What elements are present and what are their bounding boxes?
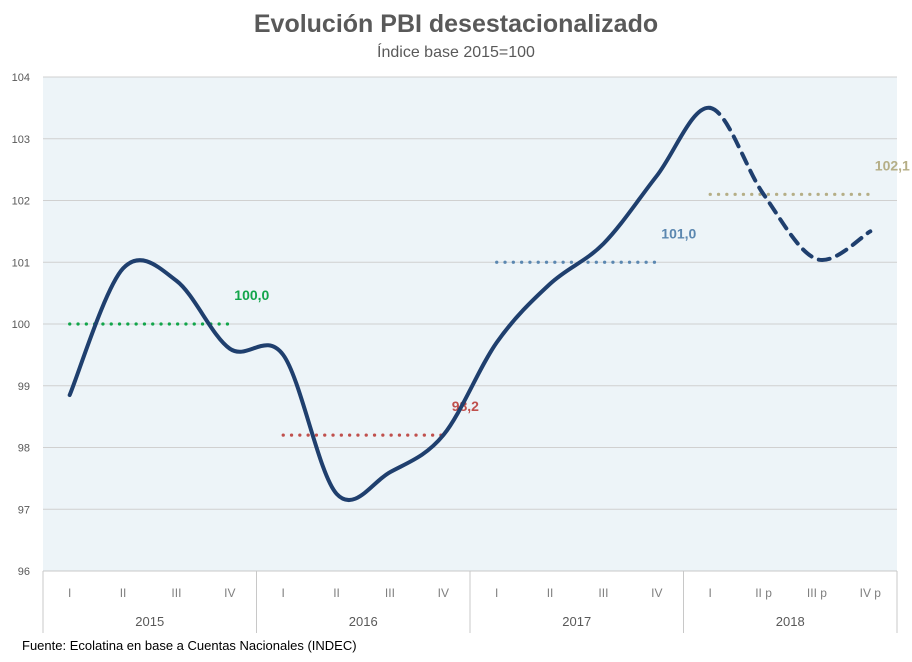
x-tick-label: III <box>385 586 395 600</box>
source-note: Fuente: Ecolatina en base a Cuentas Naci… <box>22 638 357 653</box>
average-label-2015: 100,0 <box>234 287 269 303</box>
chart-title: Evolución PBI desestacionalizado <box>253 10 659 38</box>
x-tick-label: III <box>171 586 181 600</box>
y-tick-label: 96 <box>18 566 30 578</box>
x-tick-label: I <box>282 586 285 600</box>
x-tick-label: IV p <box>860 586 882 600</box>
series-lines <box>67 105 873 503</box>
average-label-2017: 101,0 <box>661 225 696 241</box>
y-tick-label: 99 <box>18 381 30 393</box>
x-tick-label: I <box>495 586 498 600</box>
x-tick-label: II <box>547 586 554 600</box>
x-year-label: 2016 <box>349 614 378 629</box>
x-year-label: 2015 <box>135 614 164 629</box>
x-tick-label: II <box>333 586 340 600</box>
y-axis: 96 97 98 99 100 101 102 103 104 <box>12 72 30 578</box>
y-tick-label: 100 <box>12 319 30 331</box>
x-tick-label: I <box>68 586 71 600</box>
y-tick-label: 103 <box>12 134 30 146</box>
x-tick-label: III <box>598 586 608 600</box>
x-tick-label: III p <box>807 586 827 600</box>
x-tick-label: II <box>120 586 127 600</box>
average-label-2018: 102,1 <box>875 157 910 173</box>
gridlines <box>43 76 897 510</box>
x-tick-label: IV <box>651 586 662 600</box>
y-tick-label: 98 <box>18 443 30 455</box>
x-year-label: 2017 <box>562 614 591 629</box>
y-tick-label: 101 <box>12 257 30 269</box>
x-tick-label: I <box>709 586 712 600</box>
x-year-label: 2018 <box>776 614 805 629</box>
x-tick-label: II p <box>755 586 772 600</box>
y-tick-label: 104 <box>12 72 30 84</box>
x-tick-label: IV <box>438 586 449 600</box>
chart-subtitle: Índice base 2015=100 <box>377 44 535 61</box>
y-tick-label: 97 <box>18 504 30 516</box>
y-tick-label: 102 <box>12 196 30 208</box>
x-tick-label: IV <box>224 586 235 600</box>
series-line-projected <box>708 105 873 262</box>
